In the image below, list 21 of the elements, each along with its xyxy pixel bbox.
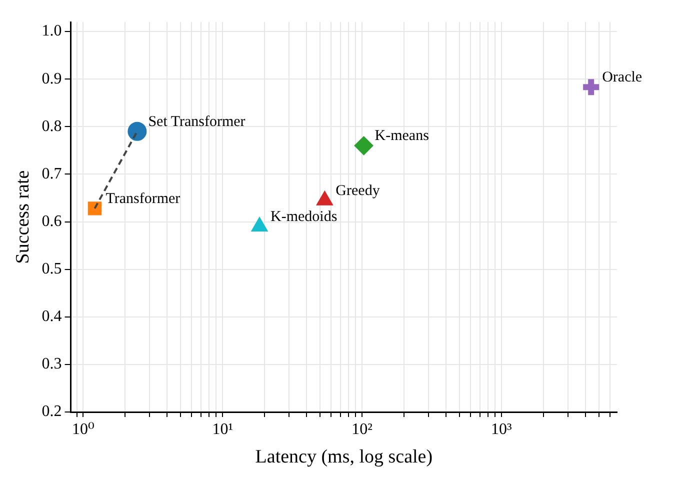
y-axis-title: Success rate bbox=[12, 170, 34, 264]
x-tick-label: 10⁰ bbox=[72, 420, 94, 438]
x-tick-label: 10² bbox=[352, 420, 373, 438]
series-label: Greedy bbox=[336, 182, 380, 199]
y-tick-label: 0.5 bbox=[42, 260, 62, 278]
series-label: K-medoids bbox=[270, 208, 338, 225]
y-tick-label: 0.4 bbox=[42, 308, 62, 326]
y-tick-label: 0.7 bbox=[42, 165, 62, 182]
y-tick-label: 0.3 bbox=[42, 356, 62, 373]
y-tick-label: 0.2 bbox=[42, 403, 62, 420]
y-tick-label: 0.6 bbox=[42, 212, 62, 230]
x-axis-title: Latency (ms, log scale) bbox=[255, 446, 433, 468]
y-tick-label: 0.9 bbox=[42, 70, 62, 88]
series-label: Set Transformer bbox=[148, 114, 246, 130]
y-tick-label: 0.8 bbox=[42, 118, 62, 135]
y-tick-label: 1.0 bbox=[42, 22, 62, 40]
x-tick-label: 10¹ bbox=[212, 420, 234, 438]
series-label: Transformer bbox=[106, 190, 180, 207]
x-tick-label: 10³ bbox=[490, 420, 512, 438]
series-label: K-means bbox=[374, 128, 430, 144]
series-label: Oracle bbox=[602, 70, 642, 86]
